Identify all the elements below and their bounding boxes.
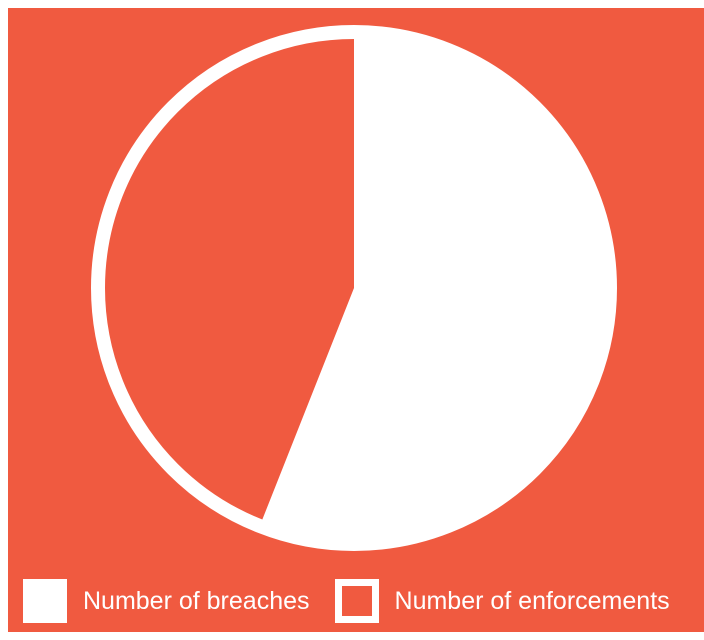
legend-swatch-breaches: [23, 579, 67, 623]
legend-label-enforcements: Number of enforcements: [394, 586, 670, 615]
pie-chart: [91, 25, 617, 551]
legend: Number of breaches Number of enforcement…: [23, 579, 670, 623]
pie-slice-0: [259, 32, 611, 544]
chart-panel: Number of breaches Number of enforcement…: [8, 8, 704, 632]
legend-swatch-enforcements: [334, 579, 379, 623]
legend-label-breaches: Number of breaches: [83, 586, 310, 615]
legend-item-enforcements: Number of enforcements: [334, 579, 670, 623]
legend-item-breaches: Number of breaches: [23, 579, 310, 623]
